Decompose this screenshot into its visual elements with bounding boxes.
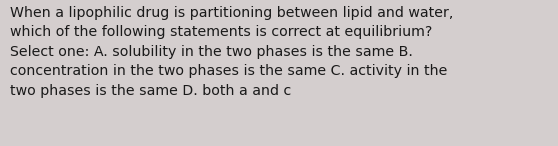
- Text: When a lipophilic drug is partitioning between lipid and water,
which of the fol: When a lipophilic drug is partitioning b…: [10, 6, 454, 98]
